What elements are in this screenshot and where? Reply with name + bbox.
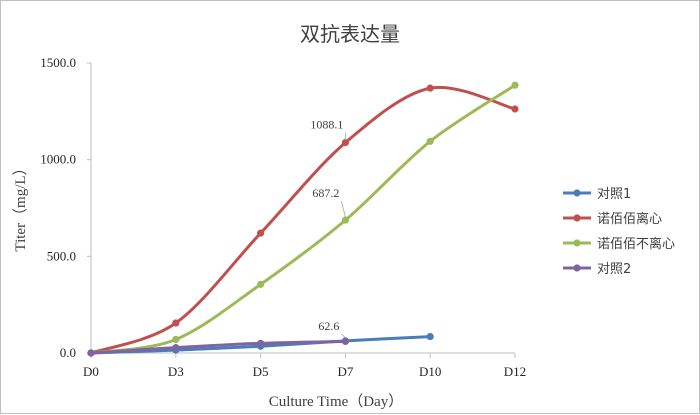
data-label: 62.6 bbox=[318, 319, 339, 333]
x-tick-label: D0 bbox=[83, 364, 99, 379]
data-point bbox=[172, 319, 180, 327]
legend-label: 诺佰佰离心 bbox=[597, 211, 662, 227]
data-label-leader bbox=[341, 333, 346, 339]
legend-marker bbox=[573, 264, 581, 272]
data-label-leader bbox=[341, 201, 346, 218]
series-line bbox=[89, 83, 517, 355]
data-point bbox=[172, 335, 180, 344]
data-point bbox=[341, 337, 349, 345]
data-labels: 1088.1 687.2 62.6 bbox=[310, 118, 346, 339]
x-tick-label: D12 bbox=[504, 364, 526, 379]
data-point bbox=[172, 343, 180, 352]
data-point bbox=[511, 105, 519, 113]
data-point bbox=[257, 339, 265, 347]
chart-title: 双抗表达量 bbox=[300, 22, 400, 46]
data-point bbox=[341, 139, 349, 147]
data-point bbox=[511, 81, 519, 89]
legend-marker bbox=[573, 189, 581, 197]
axes: 0.0 500.0 1000.0 1500.0 D0 D3 D5 D7 D10 D12 bbox=[40, 55, 526, 379]
data-point bbox=[257, 229, 265, 237]
y-axis-label: Titer（mg/L） bbox=[12, 160, 29, 251]
series-group bbox=[87, 81, 519, 357]
legend-label: 对照2 bbox=[597, 262, 631, 277]
data-point bbox=[87, 349, 95, 357]
x-tick-label: D3 bbox=[168, 364, 184, 379]
data-point bbox=[341, 216, 349, 224]
legend-label: 诺佰佰不离心 bbox=[597, 236, 675, 252]
y-tick-label: 1000.0 bbox=[40, 152, 76, 167]
y-tick-label: 1500.0 bbox=[40, 55, 76, 70]
data-point bbox=[426, 84, 434, 92]
legend-marker bbox=[573, 239, 581, 247]
x-tick-label: D5 bbox=[253, 364, 269, 379]
x-axis-label: Culture Time（Day） bbox=[269, 393, 404, 410]
legend-label: 对照1 bbox=[597, 187, 631, 202]
series-line bbox=[89, 339, 347, 355]
x-tick-label: D10 bbox=[419, 364, 441, 379]
legend-marker bbox=[573, 214, 581, 222]
x-tick-label: D7 bbox=[337, 364, 353, 379]
data-point bbox=[426, 332, 434, 341]
data-point bbox=[426, 137, 434, 145]
y-tick-label: 500.0 bbox=[47, 248, 76, 263]
data-point bbox=[257, 280, 265, 288]
data-label: 1088.1 bbox=[310, 118, 343, 132]
data-label: 687.2 bbox=[312, 186, 339, 200]
y-tick-label: 0.0 bbox=[60, 345, 76, 360]
